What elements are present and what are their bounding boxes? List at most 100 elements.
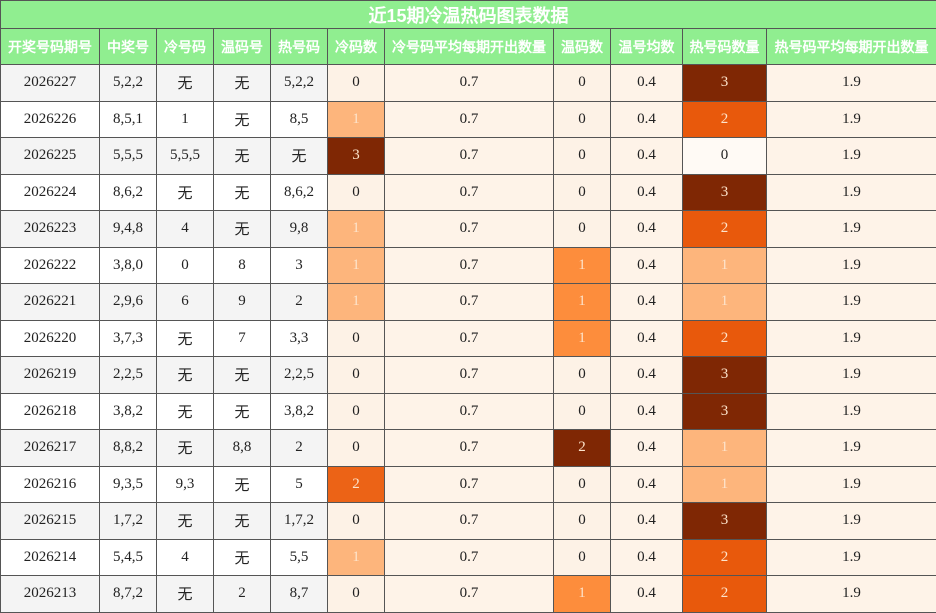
table-cell: 0 [554,393,611,430]
table-cell: 0.4 [611,211,683,248]
table-cell: 无 [157,65,214,102]
table-cell: 2026219 [1,357,100,394]
table-cell: 1,7,2 [100,503,157,540]
table-cell: 2026215 [1,503,100,540]
table-title: 近15期冷温热码图表数据 [1,1,936,29]
table-cell: 无 [214,138,271,175]
table-cell: 8,5 [271,101,328,138]
table-cell: 5,5,5 [157,138,214,175]
table-cell: 0.7 [385,357,554,394]
column-header: 温号均数 [611,29,683,65]
table-cell: 1 [683,430,767,467]
table-cell: 0.7 [385,320,554,357]
table-cell: 1.9 [767,284,936,321]
table-cell: 无 [214,211,271,248]
column-header: 开奖号码期号 [1,29,100,65]
column-header: 中奖号 [100,29,157,65]
table-cell: 0.4 [611,284,683,321]
table-cell: 0.4 [611,65,683,102]
table-cell: 0.7 [385,174,554,211]
table-cell: 1 [157,101,214,138]
table-cell: 7 [214,320,271,357]
table-cell: 2 [271,430,328,467]
column-header: 温码号 [214,29,271,65]
table-cell: 0 [554,466,611,503]
table-cell: 8,6,2 [100,174,157,211]
table-cell: 4 [157,539,214,576]
table-cell: 5,5 [271,539,328,576]
table-cell: 2 [328,466,385,503]
table-cell: 2 [554,430,611,467]
table-cell: 无 [157,576,214,613]
table-cell: 9 [214,284,271,321]
table-cell: 无 [214,393,271,430]
table-cell: 2026224 [1,174,100,211]
table-cell: 3 [328,138,385,175]
table-cell: 0 [328,430,385,467]
table-cell: 5,5,5 [100,138,157,175]
table-cell: 0.7 [385,138,554,175]
table-cell: 0.7 [385,65,554,102]
table-cell: 1.9 [767,503,936,540]
table-cell: 无 [157,430,214,467]
header-row: 开奖号码期号中奖号冷号码温码号热号码冷码数冷号码平均每期开出数量温码数温号均数热… [1,29,936,65]
table-cell: 0 [554,503,611,540]
table-cell: 0.7 [385,393,554,430]
table-cell: 1.9 [767,101,936,138]
table-cell: 0.4 [611,357,683,394]
table-cell: 2,2,5 [271,357,328,394]
table-cell: 0.7 [385,576,554,613]
table-cell: 0.4 [611,393,683,430]
table-cell: 1 [683,247,767,284]
table-cell: 1.9 [767,357,936,394]
table-cell: 3 [683,174,767,211]
table-cell: 0.7 [385,284,554,321]
table-cell: 1.9 [767,466,936,503]
table-cell: 1 [554,247,611,284]
column-header: 热号码 [271,29,328,65]
table-cell: 0 [554,211,611,248]
table-cell: 3,3 [271,320,328,357]
table-cell: 0 [554,65,611,102]
table-cell: 9,8 [271,211,328,248]
table-cell: 3,8,2 [100,393,157,430]
column-header: 热号码平均每期开出数量 [767,29,936,65]
table-cell: 1.9 [767,138,936,175]
table-cell: 4 [157,211,214,248]
table-cell: 2026217 [1,430,100,467]
table-cell: 1.9 [767,430,936,467]
table-cell: 无 [157,174,214,211]
table-cell: 0.4 [611,430,683,467]
column-header: 热号码数量 [683,29,767,65]
table-cell: 2026226 [1,101,100,138]
column-header: 冷码数 [328,29,385,65]
table-cell: 1.9 [767,211,936,248]
table-cell: 0.4 [611,466,683,503]
table-cell: 0 [328,576,385,613]
table-cell: 3 [683,503,767,540]
table-cell: 0.4 [611,576,683,613]
table-cell: 0 [328,393,385,430]
table-cell: 3,8,0 [100,247,157,284]
table-cell: 1,7,2 [271,503,328,540]
table-cell: 8,6,2 [271,174,328,211]
table-cell: 8 [214,247,271,284]
table-cell: 1 [328,284,385,321]
table-cell: 2 [214,576,271,613]
table-cell: 0.7 [385,430,554,467]
table-cell: 无 [214,466,271,503]
table-cell: 2026216 [1,466,100,503]
table-cell: 2026223 [1,211,100,248]
table-cell: 1.9 [767,576,936,613]
table-cell: 无 [157,320,214,357]
table-cell: 0 [328,357,385,394]
table-cell: 5,2,2 [100,65,157,102]
table-cell: 2026220 [1,320,100,357]
table-cell: 0 [328,320,385,357]
table-cell: 0.4 [611,138,683,175]
